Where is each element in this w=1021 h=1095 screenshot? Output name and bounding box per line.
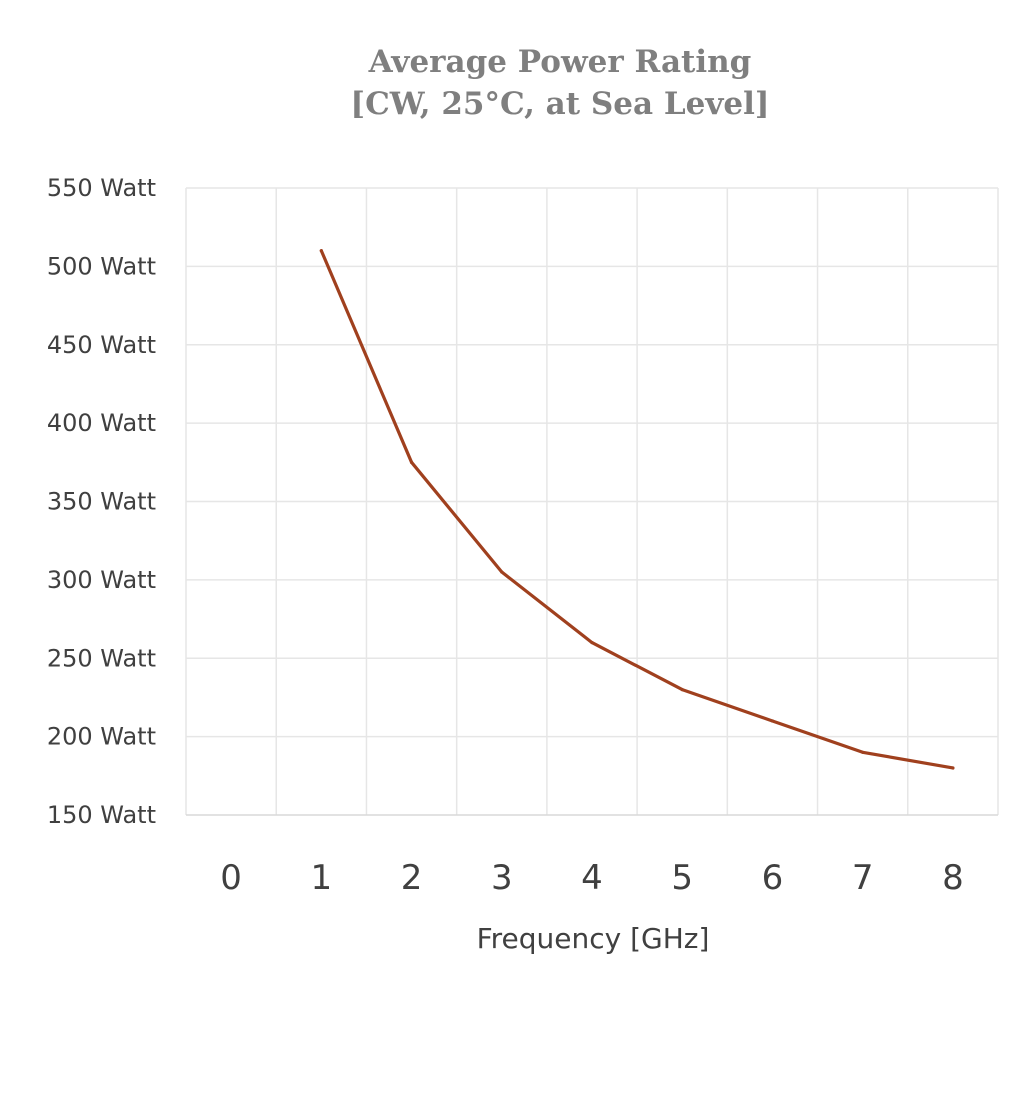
x-tick-label: 7: [852, 858, 874, 898]
y-tick-label: 500 Watt: [47, 252, 156, 280]
y-tick-label: 550 Watt: [47, 174, 156, 202]
data-point: [680, 688, 684, 692]
chart-title-line-1: Average Power Rating: [368, 44, 752, 80]
data-point: [409, 460, 414, 464]
x-tick-label: 0: [220, 858, 242, 898]
x-axis-label: Frequency [GHz]: [477, 922, 710, 955]
data-point: [319, 249, 323, 253]
x-tick-label: 5: [671, 858, 693, 898]
series-layer: [319, 249, 955, 770]
data-point: [861, 750, 865, 754]
x-tick-label: 1: [311, 858, 333, 898]
gridlines: [185, 187, 999, 816]
chart-title-line-2: [CW, 25°C, at Sea Level]: [350, 86, 769, 122]
y-tick-label: 200 Watt: [47, 723, 156, 751]
x-tick-label: 4: [581, 858, 603, 898]
series-line: [319, 249, 955, 770]
x-tick-label: 3: [491, 858, 513, 898]
data-point: [951, 766, 955, 770]
y-axis-tick-labels: 550 Watt 500 Watt 450 Watt 400 Watt 350 Watt…: [47, 174, 156, 829]
y-tick-label: 350 Watt: [47, 488, 156, 516]
data-point: [590, 640, 594, 645]
x-tick-label: 8: [942, 858, 964, 898]
data-point: [500, 570, 504, 574]
x-axis-tick-labels: 0 1 2 3 4 5 6 7 8: [220, 858, 963, 898]
y-tick-label: 400 Watt: [47, 409, 156, 437]
y-tick-label: 250 Watt: [47, 644, 156, 672]
y-tick-label: 450 Watt: [47, 331, 156, 359]
x-tick-label: 2: [401, 858, 423, 898]
y-tick-label: 150 Watt: [47, 801, 156, 829]
x-tick-label: 6: [762, 858, 784, 898]
data-point: [770, 719, 775, 723]
y-tick-label: 300 Watt: [47, 566, 156, 594]
